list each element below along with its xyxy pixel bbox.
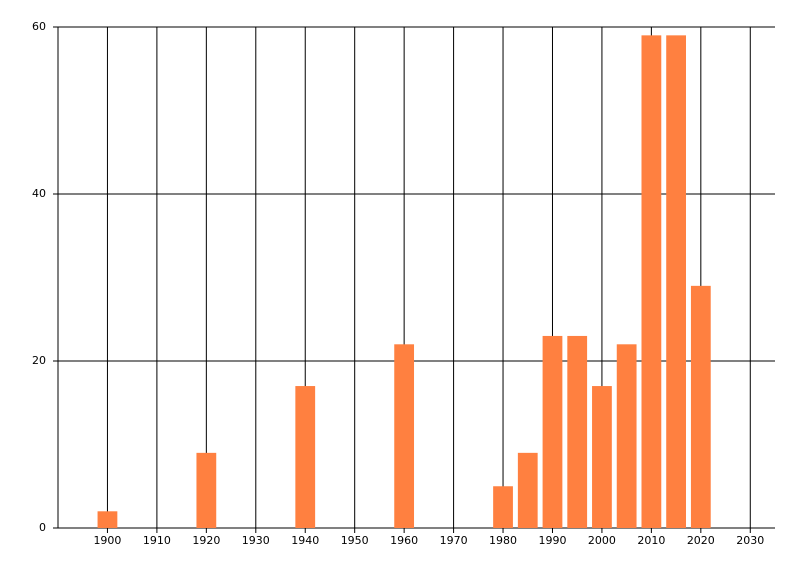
y-tick-label: 40 xyxy=(32,187,46,200)
x-tick-label: 1920 xyxy=(192,534,220,547)
x-tick-label: 2000 xyxy=(588,534,616,547)
y-tick-label: 0 xyxy=(39,521,46,534)
bar xyxy=(493,486,513,528)
bar xyxy=(666,35,686,528)
y-tick-label: 20 xyxy=(32,354,46,367)
bar xyxy=(517,452,538,528)
x-tick-label: 1900 xyxy=(93,534,121,547)
bar xyxy=(567,335,588,528)
bar xyxy=(97,511,118,528)
x-tick-label: 1970 xyxy=(440,534,468,547)
x-tick-label: 2010 xyxy=(637,534,665,547)
x-tick-label: 2030 xyxy=(736,534,764,547)
x-tick-label: 1960 xyxy=(390,534,418,547)
x-tick-label: 1990 xyxy=(538,534,566,547)
x-tick-label: 1940 xyxy=(291,534,319,547)
bar xyxy=(394,344,415,528)
bar xyxy=(295,386,316,528)
x-tick-label: 1950 xyxy=(341,534,369,547)
x-tick-label: 1930 xyxy=(242,534,270,547)
y-tick-label: 60 xyxy=(32,20,46,33)
x-tick-label: 1910 xyxy=(143,534,171,547)
bar xyxy=(616,344,637,528)
bar xyxy=(690,285,711,528)
x-tick-label: 2020 xyxy=(687,534,715,547)
x-tick-label: 1980 xyxy=(489,534,517,547)
bar xyxy=(542,335,563,528)
bar xyxy=(196,452,217,528)
bar xyxy=(641,35,662,528)
bar xyxy=(592,386,612,528)
